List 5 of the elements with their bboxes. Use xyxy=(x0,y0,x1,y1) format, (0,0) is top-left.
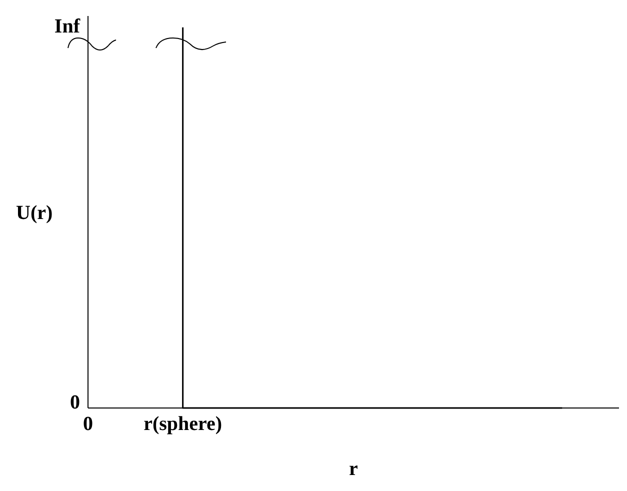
x-axis-title: r xyxy=(349,458,358,480)
y-axis-title: U(r) xyxy=(16,202,53,224)
text: 0 xyxy=(70,392,80,414)
text: Inf xyxy=(54,16,80,38)
x-tick-label: r(sphere) xyxy=(144,413,222,436)
